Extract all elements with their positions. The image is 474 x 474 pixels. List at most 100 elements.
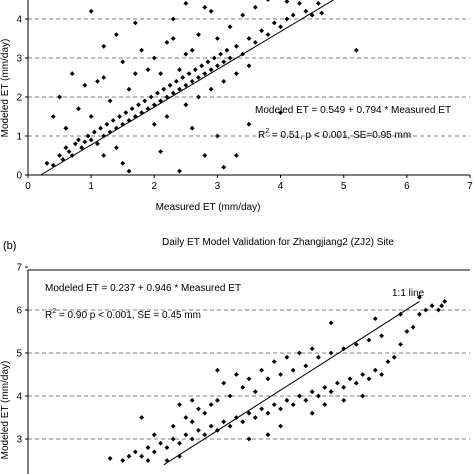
data-point bbox=[196, 428, 201, 433]
data-point bbox=[117, 114, 122, 119]
data-point bbox=[252, 389, 258, 395]
y-tick-label: 1 bbox=[16, 132, 22, 143]
data-point bbox=[158, 98, 163, 104]
data-point bbox=[136, 102, 141, 108]
y-tick-label: 7 bbox=[16, 263, 22, 274]
y-tick-label: 3 bbox=[16, 54, 22, 65]
data-point bbox=[284, 354, 290, 360]
data-point bbox=[265, 432, 271, 438]
y-ticks-top: 0 1 2 3 4 bbox=[16, 15, 28, 182]
data-point bbox=[101, 43, 107, 49]
data-point bbox=[385, 359, 391, 364]
data-point bbox=[208, 8, 214, 14]
data-point bbox=[271, 359, 277, 364]
data-point bbox=[164, 458, 170, 463]
data-point bbox=[278, 110, 283, 115]
data-point bbox=[189, 47, 195, 53]
data-point bbox=[404, 329, 410, 334]
data-point bbox=[227, 393, 233, 399]
data-point bbox=[132, 114, 138, 119]
data-point bbox=[183, 51, 189, 57]
data-point bbox=[192, 67, 198, 73]
data-point bbox=[439, 303, 444, 309]
data-point bbox=[120, 121, 126, 127]
data-point bbox=[104, 121, 110, 127]
data-point bbox=[95, 79, 100, 84]
panel-label-b: (b) bbox=[3, 240, 16, 252]
data-point bbox=[215, 367, 220, 373]
equation-top: Modeled ET = 0.549 + 0.794 * Measured ET bbox=[255, 105, 451, 116]
data-point bbox=[142, 98, 148, 104]
data-point bbox=[88, 8, 94, 14]
data-point bbox=[252, 40, 258, 45]
data-point bbox=[126, 118, 132, 123]
data-point bbox=[202, 410, 208, 416]
gridlines-bottom bbox=[28, 309, 470, 440]
data-point bbox=[120, 59, 126, 65]
data-point bbox=[372, 316, 378, 321]
r2-text-top: R2 = 0.51, p < 0.001, SE=0.95 mm bbox=[258, 128, 411, 141]
data-point bbox=[290, 367, 296, 373]
data-point bbox=[353, 342, 359, 347]
data-point bbox=[240, 419, 246, 425]
data-point bbox=[114, 32, 119, 37]
data-point bbox=[202, 4, 208, 10]
y-tick-label: 4 bbox=[16, 15, 22, 26]
data-point bbox=[60, 157, 66, 162]
x-ticks-top: 0 1 2 3 4 5 6 7 bbox=[25, 175, 473, 192]
data-point bbox=[278, 372, 283, 377]
data-point bbox=[170, 16, 176, 22]
data-point bbox=[186, 71, 192, 76]
data-point bbox=[85, 133, 91, 139]
data-point bbox=[151, 449, 157, 455]
data-point bbox=[224, 47, 230, 53]
data-point bbox=[322, 385, 328, 390]
data-point bbox=[57, 153, 62, 158]
data-point bbox=[126, 453, 132, 459]
data-point bbox=[372, 367, 378, 373]
data-point bbox=[221, 79, 227, 84]
data-point bbox=[132, 20, 138, 26]
x-axis-label-top: Measured ET (mm/day) bbox=[156, 202, 261, 213]
data-point bbox=[417, 294, 422, 300]
data-point bbox=[266, 0, 270, 2]
data-point bbox=[233, 372, 239, 377]
data-point bbox=[82, 82, 88, 88]
data-point bbox=[177, 67, 182, 73]
data-point bbox=[211, 55, 217, 61]
one-to-one-label: 1:1 line bbox=[392, 288, 425, 299]
data-point bbox=[240, 385, 246, 390]
data-point bbox=[259, 367, 265, 373]
data-point bbox=[309, 346, 315, 352]
x-tick-label: 2 bbox=[152, 181, 158, 192]
data-point bbox=[177, 86, 182, 92]
data-point bbox=[221, 380, 227, 386]
one-to-one-line bbox=[163, 300, 420, 466]
data-point bbox=[429, 303, 435, 309]
data-point bbox=[271, 402, 277, 407]
data-point bbox=[180, 75, 186, 80]
data-point bbox=[69, 71, 75, 76]
data-point bbox=[316, 354, 321, 360]
data-point bbox=[183, 1, 189, 6]
y-tick-label: 3 bbox=[16, 435, 22, 446]
y-tick-label: 4 bbox=[16, 392, 22, 403]
x-tick-label: 1 bbox=[88, 181, 94, 192]
data-point bbox=[145, 106, 151, 112]
data-point bbox=[101, 153, 107, 158]
data-point bbox=[341, 397, 347, 403]
y-tick-label: 0 bbox=[16, 171, 22, 182]
data-point bbox=[290, 402, 296, 407]
data-point bbox=[328, 389, 334, 395]
data-point bbox=[347, 376, 353, 382]
data-point bbox=[177, 168, 182, 174]
data-point bbox=[158, 440, 163, 446]
data-point bbox=[98, 125, 104, 131]
data-point bbox=[164, 40, 170, 45]
data-point bbox=[303, 8, 309, 14]
data-point bbox=[221, 164, 227, 170]
data-point bbox=[208, 402, 214, 407]
data-point bbox=[132, 449, 138, 455]
data-points-top bbox=[44, 0, 359, 174]
x-tick-label: 0 bbox=[25, 181, 31, 192]
